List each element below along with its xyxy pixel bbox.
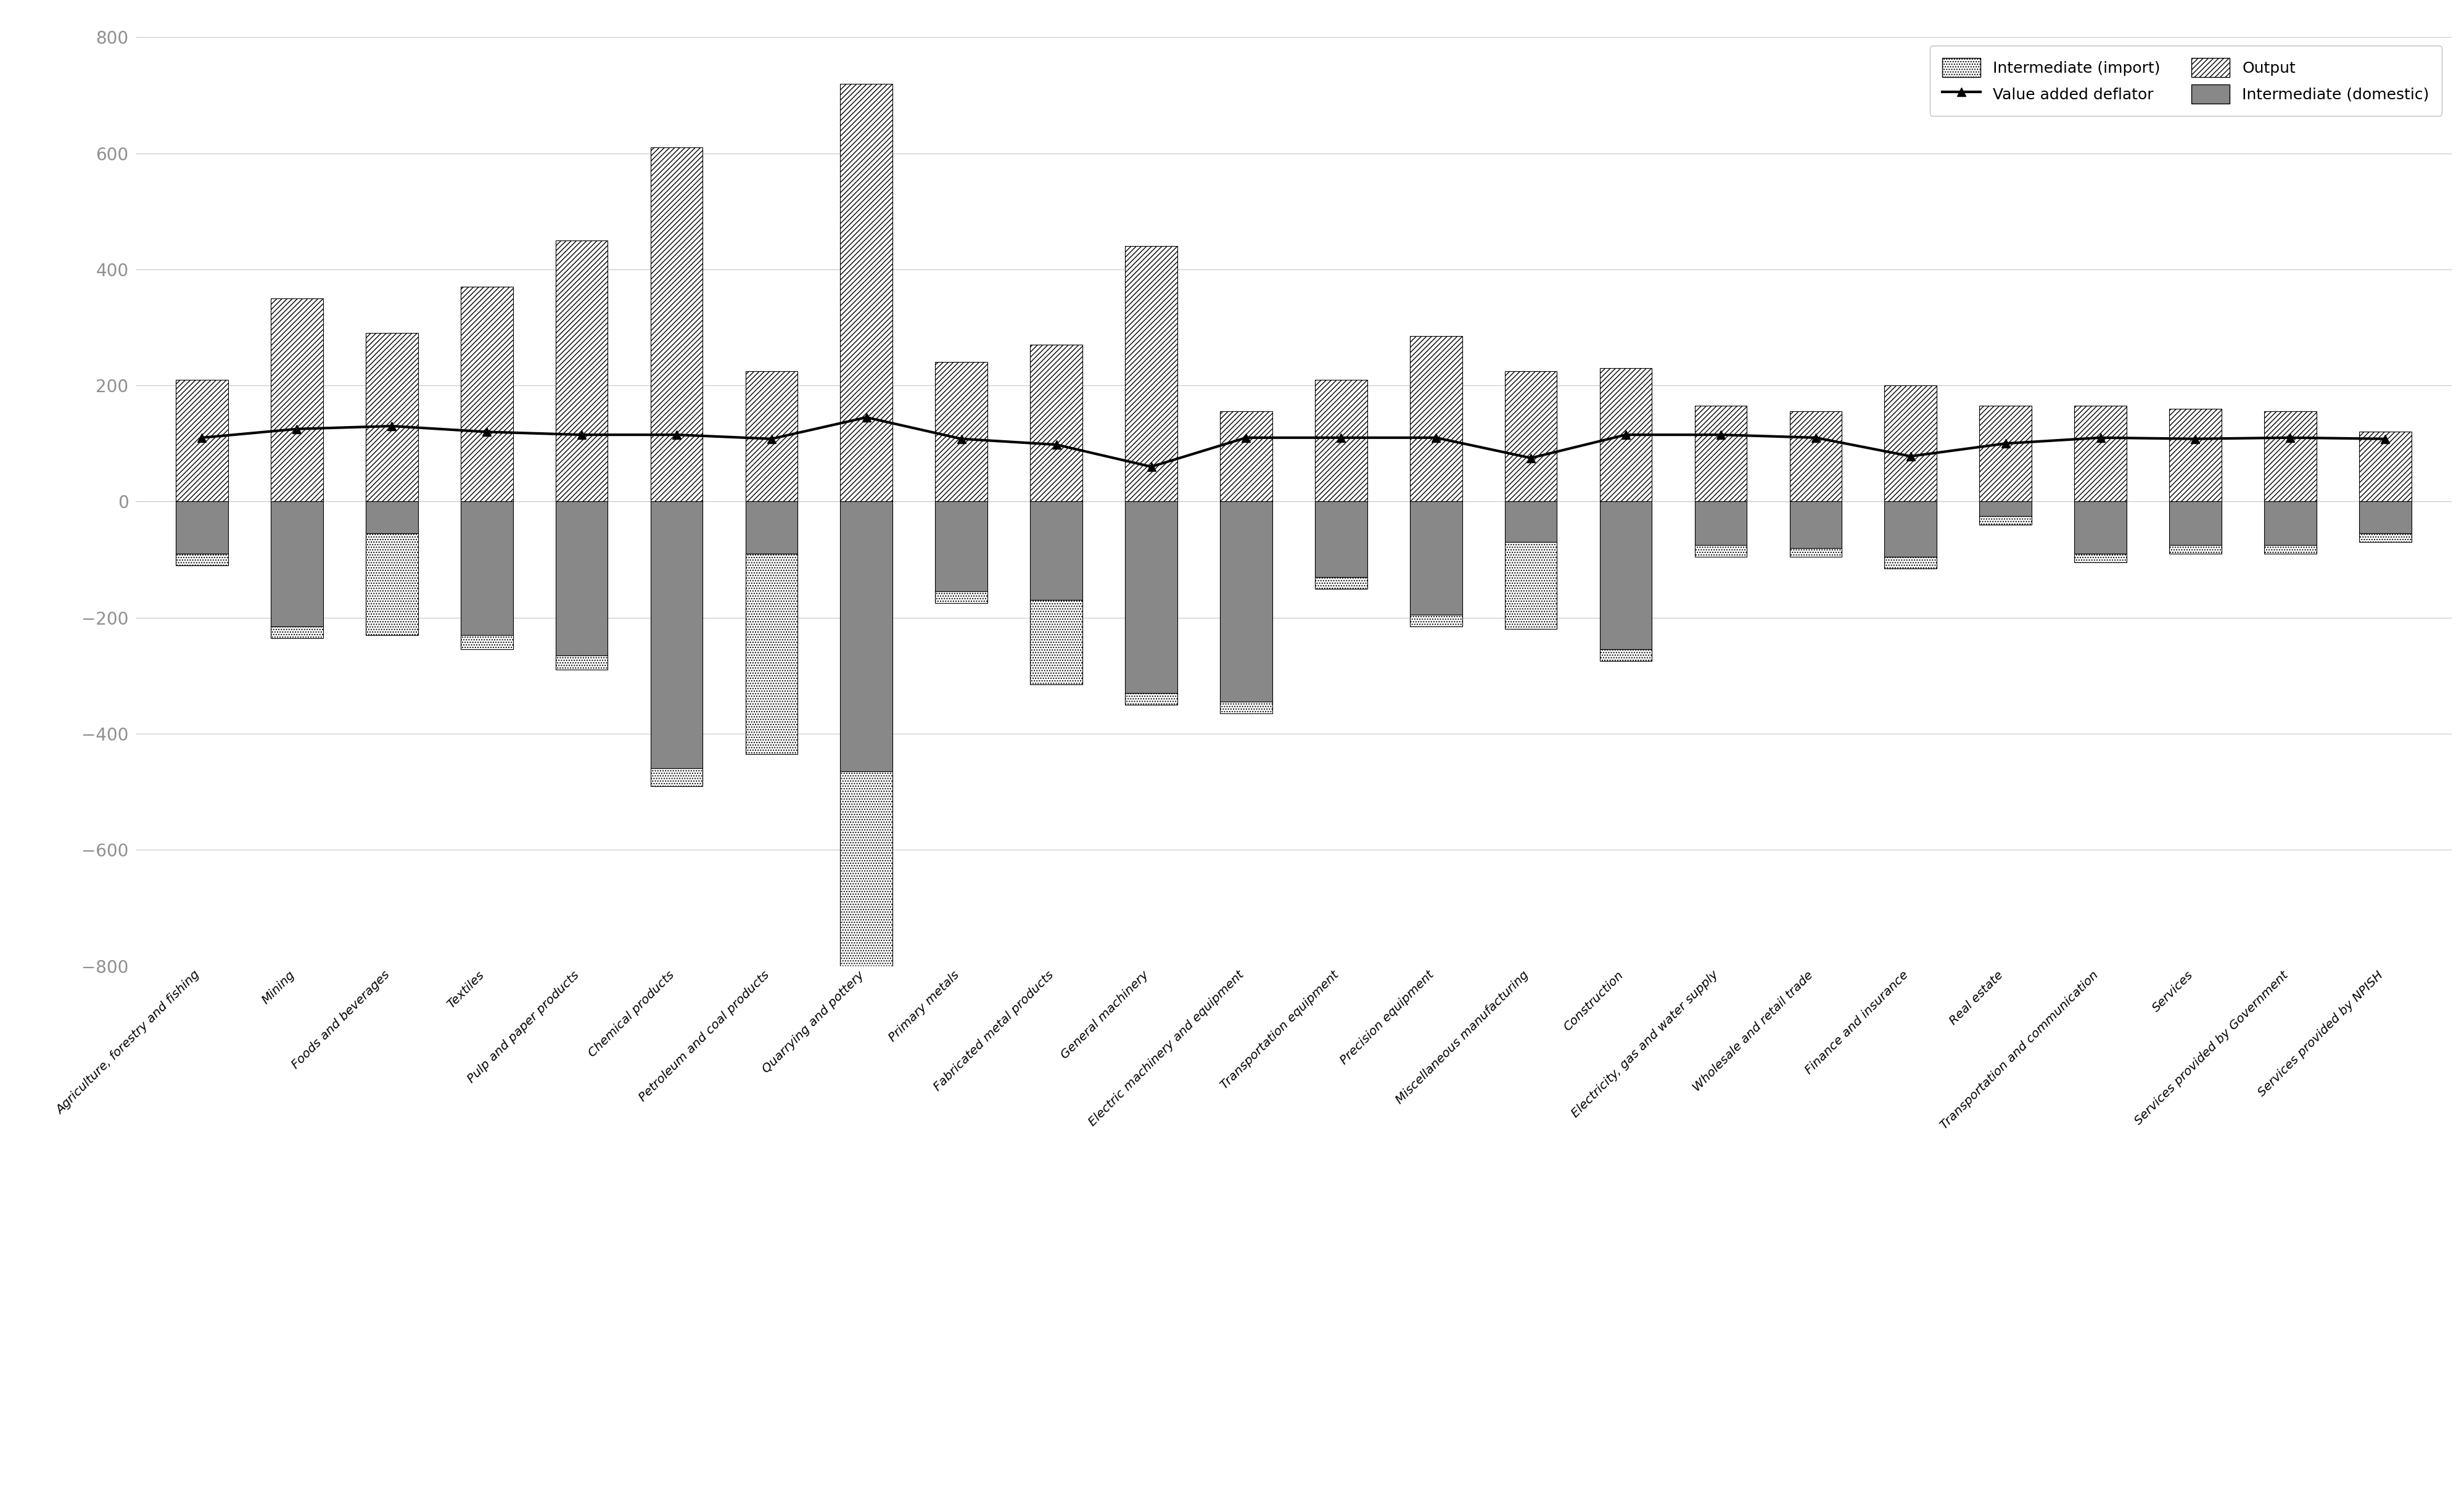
Bar: [365, 502, 419, 533]
Bar: [2168, 502, 2223, 545]
Bar: [271, 502, 323, 626]
Bar: [461, 502, 513, 635]
Value added deflator: [1515, 449, 1545, 467]
Bar: [2075, 502, 2126, 554]
Bar: [2264, 412, 2316, 502]
Bar: [2264, 545, 2316, 554]
Bar: [461, 287, 513, 502]
Bar: [1126, 502, 1178, 692]
Bar: [1316, 379, 1368, 502]
Bar: [1599, 649, 1651, 661]
Value added deflator: [473, 424, 503, 441]
Bar: [840, 502, 892, 771]
Bar: [1885, 502, 1937, 557]
Value added deflator: [1232, 429, 1262, 447]
Bar: [1126, 247, 1178, 502]
Bar: [2358, 432, 2412, 502]
Bar: [1030, 345, 1082, 502]
Value added deflator: [567, 426, 596, 444]
Value added deflator: [1801, 429, 1831, 447]
Bar: [650, 502, 702, 768]
Bar: [365, 533, 419, 635]
Value added deflator: [1422, 429, 1451, 447]
Bar: [936, 502, 988, 591]
Value added deflator: [756, 429, 786, 447]
Bar: [747, 502, 798, 554]
Bar: [1979, 516, 2033, 525]
Bar: [2075, 554, 2126, 563]
Bar: [175, 379, 229, 502]
Bar: [1599, 369, 1651, 502]
Value added deflator: [1611, 426, 1641, 444]
Bar: [365, 333, 419, 502]
Bar: [2075, 406, 2126, 502]
Value added deflator: [2181, 429, 2210, 447]
Value added deflator: [2277, 429, 2306, 447]
Value added deflator: [1042, 435, 1072, 453]
Bar: [747, 372, 798, 502]
Bar: [1409, 502, 1461, 615]
Bar: [1789, 502, 1841, 548]
Value added deflator: [281, 421, 310, 438]
Value added deflator: [1991, 434, 2020, 452]
Value added deflator: [2085, 429, 2114, 447]
Bar: [1599, 502, 1651, 649]
Bar: [1316, 502, 1368, 577]
Bar: [175, 554, 229, 565]
Value added deflator: [1326, 429, 1355, 447]
Bar: [554, 241, 609, 502]
Value added deflator: [377, 418, 407, 435]
Bar: [2168, 409, 2223, 502]
Bar: [1885, 385, 1937, 502]
Legend: Intermediate (import), Value added deflator, Output, Intermediate (domestic): Intermediate (import), Value added defla…: [1929, 46, 2442, 116]
Bar: [1789, 412, 1841, 502]
Bar: [461, 635, 513, 649]
Bar: [936, 591, 988, 603]
Bar: [175, 502, 229, 554]
Bar: [2358, 533, 2412, 542]
Bar: [1506, 542, 1557, 629]
Bar: [1030, 502, 1082, 600]
Bar: [1979, 406, 2033, 502]
Bar: [271, 626, 323, 637]
Line: Value added deflator: Value added deflator: [197, 413, 2390, 471]
Bar: [1789, 548, 1841, 557]
Bar: [1695, 502, 1747, 545]
Bar: [1316, 577, 1368, 588]
Bar: [650, 147, 702, 502]
Bar: [1409, 336, 1461, 502]
Bar: [271, 299, 323, 502]
Value added deflator: [853, 409, 882, 426]
Bar: [2358, 502, 2412, 533]
Value added deflator: [187, 429, 217, 447]
Bar: [1695, 545, 1747, 557]
Value added deflator: [946, 429, 976, 447]
Bar: [1695, 406, 1747, 502]
Bar: [1126, 692, 1178, 704]
Bar: [1220, 412, 1271, 502]
Bar: [1506, 372, 1557, 502]
Value added deflator: [2370, 429, 2400, 447]
Value added deflator: [1705, 426, 1735, 444]
Bar: [936, 363, 988, 502]
Bar: [2264, 502, 2316, 545]
Bar: [1220, 701, 1271, 713]
Bar: [1979, 502, 2033, 516]
Bar: [840, 771, 892, 1114]
Value added deflator: [1895, 447, 1924, 465]
Bar: [840, 83, 892, 502]
Bar: [1409, 615, 1461, 626]
Bar: [554, 655, 609, 670]
Bar: [1885, 557, 1937, 568]
Bar: [1506, 502, 1557, 542]
Value added deflator: [663, 426, 692, 444]
Bar: [1220, 502, 1271, 701]
Value added deflator: [1136, 458, 1165, 476]
Bar: [747, 554, 798, 753]
Bar: [1030, 600, 1082, 685]
Bar: [554, 502, 609, 655]
Bar: [2168, 545, 2223, 554]
Bar: [650, 768, 702, 786]
